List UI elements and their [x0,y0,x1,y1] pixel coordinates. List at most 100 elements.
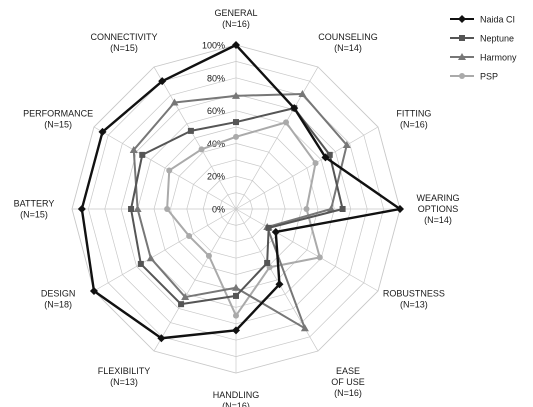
axis-count-ease-of-use: (N=16) [334,388,362,398]
axis-label-connectivity: CONNECTIVITY(N=15) [90,32,157,53]
legend-marker-psp [459,73,465,79]
spoke-robustness [235,208,379,292]
tick-label-20: 20% [207,172,225,182]
axis-name-performance: PERFORMANCE [23,109,93,119]
axis-label-robustness: ROBUSTNESS(N=13) [383,289,445,310]
point-naida-ci-handling [232,326,240,335]
point-naida-ci-wearing-options [396,205,404,213]
point-harmony-design [146,254,155,262]
axis-count-fitting: (N=16) [400,120,428,130]
axis-label-counseling: COUNSELING(N=14) [318,32,378,53]
point-neptune-connectivity [187,127,194,134]
point-psp-fitting [312,160,319,167]
axis-label-general: GENERAL(N=16) [214,8,257,29]
spoke-connectivity [153,66,237,210]
point-naida-ci-flexibility [157,334,166,343]
axis-name-robustness: ROBUSTNESS [383,289,445,299]
point-neptune-battery [128,206,135,212]
point-naida-ci-fitting [321,153,330,162]
axis-count-general: (N=16) [222,19,250,29]
series-layer [77,41,404,343]
point-naida-ci-performance [98,127,107,136]
axis-count-wearing-options: (N=14) [424,215,452,225]
point-harmony-handling [232,283,240,291]
axis-name-wearing-options: WEARING [416,193,459,203]
point-harmony-battery [133,205,142,212]
point-naida-ci-general [232,41,240,49]
point-harmony-wearing-options [327,205,336,212]
axis-label-handling: HANDLING(N=16) [213,390,260,407]
legend-item-psp: PSP [450,72,498,82]
axis-name-wearing-options: OPTIONS [418,204,459,214]
legend-label-neptune: Neptune [480,34,514,44]
point-harmony-flexibility [181,293,190,301]
axis-name-counseling: COUNSELING [318,32,378,42]
tick-label-80: 80% [207,73,225,83]
spoke-fitting [235,126,379,210]
spoke-counseling [235,66,319,210]
radar-grid [71,44,401,374]
series-harmony [129,89,351,332]
tick-label-60: 60% [207,106,225,116]
axis-count-design: (N=18) [44,300,72,310]
point-psp-performance [166,167,173,174]
legend-label-psp: PSP [480,72,498,82]
legend-item-neptune: Neptune [450,34,514,44]
point-psp-handling [233,312,239,319]
point-psp-connectivity [198,146,205,153]
spoke-design [93,208,237,292]
point-neptune-robustness [265,224,272,231]
point-naida-ci-counseling [290,104,299,113]
point-neptune-handling [233,292,239,299]
point-neptune-flexibility [178,301,185,308]
axis-count-counseling: (N=14) [334,43,362,53]
point-naida-ci-design [89,287,98,295]
axis-name-battery: BATTERY [14,199,55,209]
axis-label-battery: BATTERY(N=15) [14,199,55,220]
legend-marker-naida-ci [458,15,466,23]
legend-label-naida-ci: Naida CI [480,15,515,25]
series-naida-ci [77,41,404,343]
point-psp-flexibility [205,252,212,259]
point-harmony-performance [129,145,138,153]
point-harmony-ease-of-use [300,324,309,332]
point-neptune-wearing-options [339,206,346,212]
point-neptune-design [137,260,144,267]
point-neptune-general [233,119,239,126]
point-harmony-general [232,91,240,99]
point-harmony-fitting [342,141,351,149]
axis-name-ease-of-use: EASE [336,366,360,376]
point-psp-design [186,233,193,240]
axis-count-battery: (N=15) [20,210,48,220]
legend-marker-harmony [458,53,466,60]
point-harmony-connectivity [170,98,179,106]
axis-name-general: GENERAL [214,8,257,18]
point-psp-battery [164,206,171,212]
point-psp-wearing-options [303,206,310,212]
axis-labels: GENERAL(N=16)COUNSELING(N=14)FITTING(N=1… [14,8,460,407]
axis-count-performance: (N=15) [44,120,72,130]
point-psp-general [233,133,239,140]
tick-label-0: 0% [212,205,225,215]
legend: Naida CI Neptune Harmony PSP [450,15,517,82]
legend-item-naida-ci: Naida CI [450,15,515,25]
axis-name-ease-of-use: OF USE [331,377,365,387]
point-naida-ci-connectivity [158,77,167,86]
axis-count-flexibility: (N=13) [110,377,138,387]
axis-count-robustness: (N=13) [400,300,428,310]
spoke-flexibility [153,208,237,352]
point-naida-ci-robustness [271,227,280,236]
axis-count-connectivity: (N=15) [110,43,138,53]
axis-count-handling: (N=16) [222,401,250,407]
axis-name-design: DESIGN [41,289,76,299]
tick-label-100: 100% [202,41,225,51]
legend-marker-neptune [459,35,465,41]
series-psp [164,119,323,319]
axis-name-connectivity: CONNECTIVITY [90,32,157,42]
point-naida-ci-battery [77,205,86,213]
point-neptune-ease-of-use [264,259,271,266]
axis-label-performance: PERFORMANCE(N=15) [23,109,93,130]
